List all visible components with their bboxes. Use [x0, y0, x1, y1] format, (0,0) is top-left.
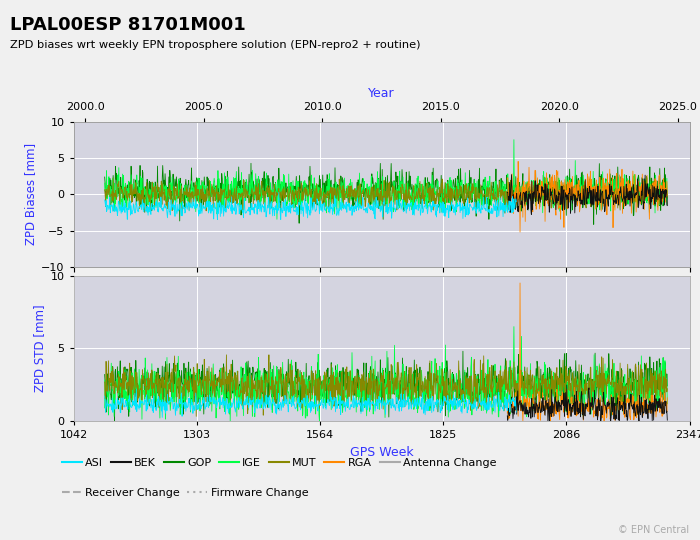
Y-axis label: ZPD Biases [mm]: ZPD Biases [mm]: [24, 143, 37, 245]
Text: LPAL00ESP 81701M001: LPAL00ESP 81701M001: [10, 16, 246, 34]
Text: ZPD biases wrt weekly EPN troposphere solution (EPN-repro2 + routine): ZPD biases wrt weekly EPN troposphere so…: [10, 40, 421, 51]
X-axis label: Year: Year: [368, 87, 395, 100]
X-axis label: GPS Week: GPS Week: [350, 446, 413, 459]
Legend: Receiver Change, Firmware Change: Receiver Change, Firmware Change: [62, 488, 309, 498]
Legend: ASI, BEK, GOP, IGE, MUT, RGA, Antenna Change: ASI, BEK, GOP, IGE, MUT, RGA, Antenna Ch…: [62, 458, 496, 468]
Text: © EPN Central: © EPN Central: [618, 524, 690, 535]
Y-axis label: ZPD STD [mm]: ZPD STD [mm]: [34, 305, 46, 392]
